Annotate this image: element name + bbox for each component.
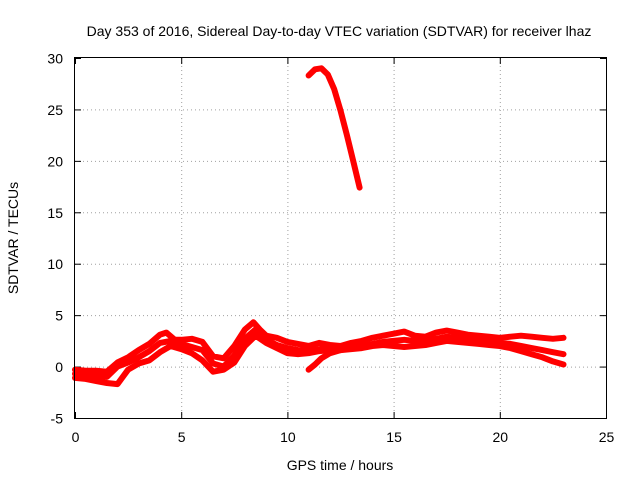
x-tick-label: 10 <box>280 429 296 445</box>
y-tick-label: 25 <box>47 102 63 118</box>
x-tick-label: 0 <box>72 429 80 445</box>
y-tick-label: 10 <box>47 256 63 272</box>
data-series <box>72 65 567 388</box>
y-tick-label: 5 <box>55 308 63 324</box>
series-band-upper <box>72 319 567 375</box>
y-tick-label: 30 <box>47 51 63 67</box>
x-tick-label: 25 <box>599 429 615 445</box>
y-axis-label: SDTVAR / TECUs <box>5 182 21 294</box>
y-tick-label: 15 <box>47 205 63 221</box>
plot-frame <box>74 57 607 419</box>
series-dip-segment <box>305 345 355 373</box>
y-tick-label: 0 <box>55 359 63 375</box>
x-tick-label: 15 <box>386 429 402 445</box>
series-arc-segment <box>305 65 363 191</box>
x-tick-label: 20 <box>493 429 509 445</box>
series-band-lower <box>72 332 567 388</box>
x-axis-label: GPS time / hours <box>287 457 394 473</box>
y-tick-label: 20 <box>47 153 63 169</box>
x-tick-label: 5 <box>178 429 186 445</box>
y-tick-label: -5 <box>51 411 64 427</box>
grid <box>75 58 606 418</box>
chart-title: Day 353 of 2016, Sidereal Day-to-day VTE… <box>87 23 592 39</box>
tick-labels: 0 5 10 15 20 25 -5 0 5 10 15 20 25 30 <box>47 51 614 446</box>
